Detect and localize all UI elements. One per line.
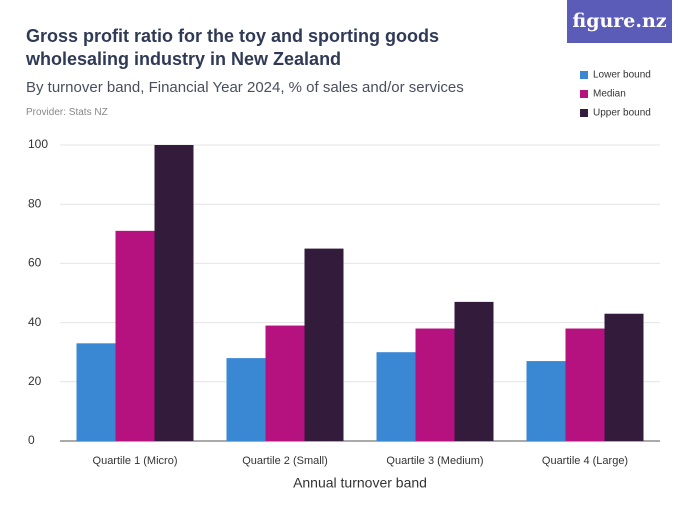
- bar: [76, 343, 116, 441]
- provider: Provider: Stats NZ: [26, 107, 108, 118]
- y-tick-label: 100: [28, 137, 48, 151]
- chart-title: Gross profit ratio for the toy and sport…: [26, 26, 439, 69]
- bar: [604, 313, 644, 441]
- bar: [526, 361, 566, 441]
- chart-subtitle: By turnover band, Financial Year 2024, %…: [26, 79, 464, 96]
- brand-logo: figure.nz: [567, 0, 672, 43]
- bar: [154, 145, 194, 441]
- y-tick-label: 20: [28, 374, 42, 388]
- bar: [565, 328, 605, 441]
- x-tick-label: Quartile 1 (Micro): [93, 455, 178, 467]
- legend-swatch: [580, 109, 588, 117]
- x-tick-label: Quartile 4 (Large): [542, 455, 628, 467]
- y-tick-label: 80: [28, 196, 42, 210]
- bar: [415, 328, 455, 441]
- y-tick-label: 60: [28, 256, 42, 270]
- bar: [454, 301, 494, 441]
- bar: [226, 358, 266, 441]
- legend-swatch: [580, 71, 588, 79]
- y-tick-label: 40: [28, 315, 42, 329]
- legend-label: Median: [593, 89, 626, 100]
- legend-label: Lower bound: [593, 70, 651, 81]
- legend-swatch: [580, 90, 588, 98]
- legend-label: Upper bound: [593, 108, 651, 119]
- y-tick-label: 0: [28, 433, 35, 447]
- bar: [265, 325, 305, 441]
- bar: [304, 248, 344, 441]
- bar: [376, 352, 416, 441]
- x-tick-label: Quartile 3 (Medium): [386, 455, 483, 467]
- x-axis-label: Annual turnover band: [293, 475, 427, 491]
- bar: [115, 230, 155, 441]
- x-tick-label: Quartile 2 (Small): [242, 455, 328, 467]
